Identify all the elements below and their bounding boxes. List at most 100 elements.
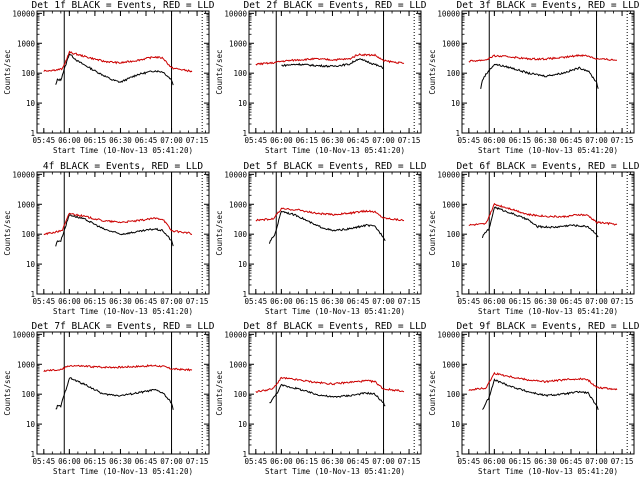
lld-series-line xyxy=(255,53,405,66)
events-series-line xyxy=(55,53,174,86)
x-tick-label: 07:00 xyxy=(160,297,183,306)
x-axis-label: Start Time (10-Nov-13 05:41:20) xyxy=(265,307,405,316)
events-series-line xyxy=(481,206,599,239)
x-tick-label: 07:00 xyxy=(160,457,183,466)
x-tick-label: 06:30 xyxy=(534,457,557,466)
y-tick-label: 1 xyxy=(455,129,460,138)
x-tick-label: 06:45 xyxy=(560,136,583,145)
y-tick-label: 10 xyxy=(238,420,248,429)
lld-series-line xyxy=(43,212,193,236)
x-tick-label: 06:45 xyxy=(347,457,370,466)
y-axis-label: Counts/sec xyxy=(3,370,12,415)
x-tick-label: 06:45 xyxy=(347,136,370,145)
x-axis-label: Start Time (10-Nov-13 05:41:20) xyxy=(265,467,405,476)
chart-title: Det 8f BLACK = Events, RED = LLD xyxy=(243,321,426,332)
y-axis-label: Counts/sec xyxy=(215,210,224,255)
y-tick-label: 100 xyxy=(21,230,35,239)
x-tick-label: 07:15 xyxy=(611,297,634,306)
y-tick-label: 100 xyxy=(446,69,460,78)
x-tick-label: 07:15 xyxy=(398,457,421,466)
x-tick-label: 06:45 xyxy=(560,297,583,306)
x-tick-label: 05:45 xyxy=(245,297,268,306)
x-tick-label: 06:30 xyxy=(109,457,132,466)
x-tick-label: 06:15 xyxy=(84,297,107,306)
x-tick-label: 07:15 xyxy=(611,136,634,145)
lld-series-line xyxy=(43,364,193,373)
x-tick-label: 06:30 xyxy=(321,457,344,466)
y-tick-label: 1 xyxy=(30,129,35,138)
x-tick-label: 07:00 xyxy=(372,297,395,306)
x-axis-label: Start Time (10-Nov-13 05:41:20) xyxy=(53,307,193,316)
x-tick-label: 07:15 xyxy=(398,297,421,306)
y-tick-label: 1000 xyxy=(442,39,461,48)
y-axis-label: Counts/sec xyxy=(428,49,437,94)
chart-title: Det 2f BLACK = Events, RED = LLD xyxy=(243,0,426,11)
x-tick-label: 06:30 xyxy=(109,136,132,145)
y-tick-label: 1000 xyxy=(229,360,248,369)
chart-panel-8: Det 8f BLACK = Events, RED = LLD 1 10 100 10… xyxy=(215,321,427,476)
y-tick-label: 1 xyxy=(455,450,460,459)
y-tick-label: 10000 xyxy=(437,330,460,339)
x-tick-label: 07:15 xyxy=(186,136,209,145)
y-tick-label: 10000 xyxy=(12,330,35,339)
y-tick-label: 10000 xyxy=(437,170,460,179)
x-tick-label: 06:00 xyxy=(270,297,293,306)
plot-frame xyxy=(461,10,635,134)
chart-panel-7: Det 7f BLACK = Events, RED = LLD 1 10 100 10… xyxy=(3,321,215,476)
x-tick-label: 07:00 xyxy=(585,136,608,145)
chart-panel-2: Det 2f BLACK = Events, RED = LLD 1 10 100 10… xyxy=(215,0,427,155)
events-series-line xyxy=(268,210,386,244)
x-tick-label: 05:45 xyxy=(245,136,268,145)
plot-frame xyxy=(248,331,422,455)
y-axis-label: Counts/sec xyxy=(215,49,224,94)
x-tick-label: 05:45 xyxy=(33,457,56,466)
events-series-line xyxy=(480,63,599,89)
y-tick-label: 10000 xyxy=(12,170,35,179)
chart-title: Det 3f BLACK = Events, RED = LLD xyxy=(456,0,639,11)
y-axis-label: Counts/sec xyxy=(215,370,224,415)
plot-frame xyxy=(36,171,210,295)
events-series-line xyxy=(55,214,174,247)
y-tick-label: 10 xyxy=(238,99,248,108)
y-tick-label: 100 xyxy=(446,230,460,239)
x-tick-label: 06:00 xyxy=(483,136,506,145)
y-tick-label: 1000 xyxy=(17,39,36,48)
lld-series-line xyxy=(468,54,617,63)
x-tick-label: 07:15 xyxy=(611,457,634,466)
x-tick-label: 06:30 xyxy=(534,136,557,145)
x-tick-label: 06:00 xyxy=(483,297,506,306)
y-tick-label: 10 xyxy=(238,260,248,269)
x-tick-label: 06:15 xyxy=(296,136,319,145)
y-axis-label: Counts/sec xyxy=(3,49,12,94)
y-tick-label: 10000 xyxy=(437,9,460,18)
x-tick-label: 06:45 xyxy=(560,457,583,466)
y-tick-label: 1000 xyxy=(17,360,36,369)
x-axis-label: Start Time (10-Nov-13 05:41:20) xyxy=(478,467,618,476)
plot-frame xyxy=(248,10,422,134)
plot-frame xyxy=(461,331,635,455)
x-tick-label: 06:00 xyxy=(270,457,293,466)
x-tick-label: 05:45 xyxy=(458,136,481,145)
y-tick-label: 10 xyxy=(26,420,36,429)
x-tick-label: 06:45 xyxy=(135,136,158,145)
x-tick-label: 06:45 xyxy=(135,297,158,306)
y-tick-label: 1 xyxy=(242,290,247,299)
y-tick-label: 1 xyxy=(455,290,460,299)
x-tick-label: 07:15 xyxy=(186,297,209,306)
x-tick-label: 06:15 xyxy=(509,136,532,145)
plot-frame xyxy=(36,331,210,455)
chart-panel-6: Det 6f BLACK = Events, RED = LLD 1 10 100 10… xyxy=(428,161,640,316)
y-tick-label: 1000 xyxy=(229,200,248,209)
x-axis-label: Start Time (10-Nov-13 05:41:20) xyxy=(478,146,618,155)
y-tick-label: 10000 xyxy=(12,9,35,18)
y-tick-label: 10 xyxy=(451,99,461,108)
chart-panel-4: 4f BLACK = Events, RED = LLD 1 10 100 1000 10… xyxy=(3,161,210,316)
events-series-line xyxy=(482,378,599,410)
chart-panel-5: Det 5f BLACK = Events, RED = LLD 1 10 100 10… xyxy=(215,161,427,316)
x-tick-label: 07:00 xyxy=(585,457,608,466)
lld-series-line xyxy=(468,371,618,392)
y-tick-label: 10 xyxy=(26,99,36,108)
x-tick-label: 05:45 xyxy=(245,457,268,466)
x-tick-label: 06:30 xyxy=(534,297,557,306)
x-tick-label: 06:15 xyxy=(296,457,319,466)
